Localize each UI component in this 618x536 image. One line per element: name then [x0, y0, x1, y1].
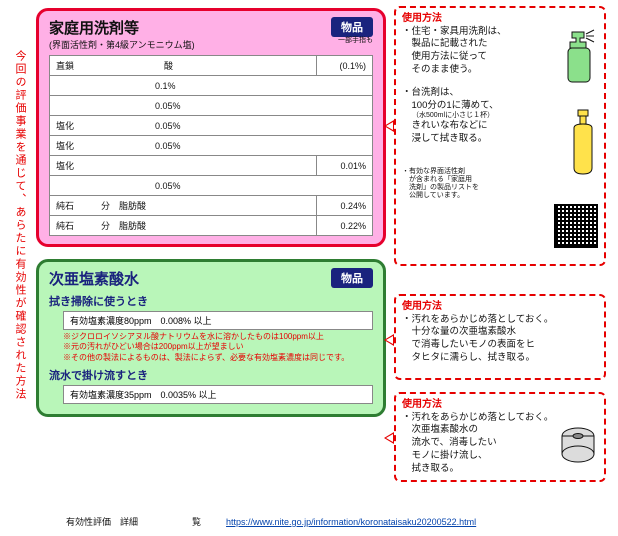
footer: 有効性評価 詳細 覧 https://www.nite.go.jp/inform…	[66, 515, 606, 528]
hypo-title: 次亜塩素酸水	[49, 271, 139, 288]
ingredient-cell: 0.05%	[50, 96, 373, 116]
usage-text-1b: ・台洗剤は、 100分の1に薄めて、	[402, 87, 542, 113]
table-row: 純石 分 脂肪酸0.24%	[50, 196, 373, 216]
ingredient-cell: 塩化	[50, 156, 317, 176]
callout-pointer-3	[384, 432, 394, 444]
callout-pointer-1	[384, 120, 394, 132]
table-row: 塩化 0.05%	[50, 116, 373, 136]
detergent-panel: 家庭用洗剤等 (界面活性剤・第4級アンモニウム塩) 物品 一部手指も 直鎖 酸(…	[36, 8, 386, 247]
ingredient-table: 直鎖 酸(0.1%) 0.1% 0.05%塩化 0.05%塩化 0.05%塩化0…	[49, 55, 373, 236]
usage-heading-2: 使用方法	[402, 300, 598, 314]
footer-url-link[interactable]: https://www.nite.go.jp/information/koron…	[226, 517, 476, 527]
table-row: 0.05%	[50, 176, 373, 196]
table-row: 0.05%	[50, 96, 373, 116]
table-row: 純石 分 脂肪酸0.22%	[50, 216, 373, 236]
wipe-heading: 拭き掃除に使うとき	[49, 293, 373, 309]
ingredient-cell: 塩化 0.05%	[50, 136, 373, 156]
table-row: 塩化 0.05%	[50, 136, 373, 156]
hypochlorous-panel: 次亜塩素酸水 物品 拭き掃除に使うとき 有効塩素濃度80ppm 0.008% 以…	[36, 259, 386, 417]
detergent-title: 家庭用洗剤等	[49, 17, 139, 38]
table-row: 直鎖 酸(0.1%)	[50, 56, 373, 76]
detergent-sub: (界面活性剤・第4級アンモニウム塩)	[49, 40, 195, 50]
ingredient-cell: 純石 分 脂肪酸	[50, 216, 317, 236]
percent-cell: 0.01%	[317, 156, 373, 176]
percent-cell: 0.24%	[317, 196, 373, 216]
spray-bottle-icon	[562, 26, 598, 86]
table-row: 塩化0.01%	[50, 156, 373, 176]
goods-badge-under: 一部手指も	[338, 35, 373, 45]
usage-text-1a: ・住宅・家具用洗剤は、 製品に記載された 使用方法に従って そのまま使う。	[402, 26, 542, 77]
percent-cell: 0.22%	[317, 216, 373, 236]
usage-text-2: ・汚れをあらかじめ落としておく。 十分な量の次亜塩素酸水 で消毒したいモノの表面…	[402, 314, 598, 365]
percent-cell: (0.1%)	[317, 56, 373, 76]
usage-heading-3: 使用方法	[402, 398, 598, 412]
wipe-row: 有効塩素濃度80ppm 0.008% 以上	[63, 311, 373, 330]
table-row: 0.1%	[50, 76, 373, 96]
goods-badge-1: 物品	[331, 17, 373, 37]
qr-code-icon	[554, 204, 598, 248]
rinse-heading: 流水で掛け流すとき	[49, 367, 373, 383]
ingredient-cell: 純石 分 脂肪酸	[50, 196, 317, 216]
usage-text-1c: きれいな布などに 浸して拭き取る。	[402, 120, 542, 146]
wipe-notes: ※ジクロロイソシアヌル酸ナトリウムを水に溶かしたものは100ppm以上 ※元の汚…	[63, 332, 373, 363]
side-vertical-text: 今回の評価事業を通じて、あらたに有効性が確認された方法	[14, 50, 28, 401]
dish-soap-icon	[568, 108, 598, 178]
goods-badge-2: 物品	[331, 268, 373, 288]
ingredient-cell: 塩化 0.05%	[50, 116, 373, 136]
ingredient-cell: 直鎖 酸	[50, 56, 317, 76]
ingredient-cell: 0.1%	[50, 76, 373, 96]
footer-left: 有効性評価 詳細 覧	[66, 517, 201, 527]
ingredient-cell: 0.05%	[50, 176, 373, 196]
rinse-row: 有効塩素濃度35ppm 0.0035% 以上	[63, 385, 373, 404]
callout-wipe-usage: 使用方法 ・汚れをあらかじめ落としておく。 十分な量の次亜塩素酸水 で消毒したい…	[394, 294, 606, 380]
callout-rinse-usage: 使用方法 ・汚れをあらかじめ落としておく。 次亜塩素酸水の 流水で、消毒したい …	[394, 392, 606, 482]
paper-roll-icon	[558, 424, 598, 464]
usage-text-3: ・汚れをあらかじめ落としておく。 次亜塩素酸水の 流水で、消毒したい モノに掛け…	[402, 412, 542, 476]
usage-heading-1: 使用方法	[402, 12, 598, 26]
callout-pointer-2	[384, 334, 394, 346]
usage-text-1d: ・有効な界面活性剤 が含まれる「家庭用 洗剤」の製品リストを 公開しています。	[402, 168, 522, 200]
callout-detergent-usage: 使用方法 ・住宅・家具用洗剤は、 製品に記載された 使用方法に従って そのまま使…	[394, 6, 606, 266]
